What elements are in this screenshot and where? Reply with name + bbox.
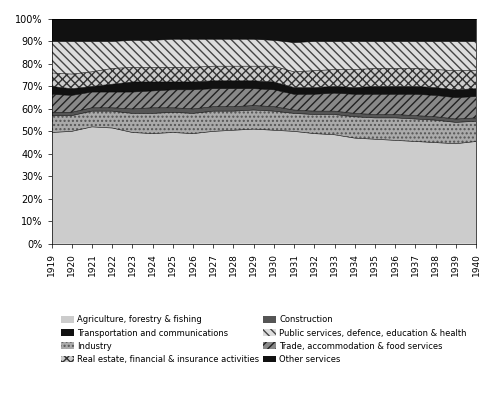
Legend: Agriculture, forestry & fishing, Transportation and communications, Industry, Re: Agriculture, forestry & fishing, Transpo… bbox=[61, 315, 466, 364]
